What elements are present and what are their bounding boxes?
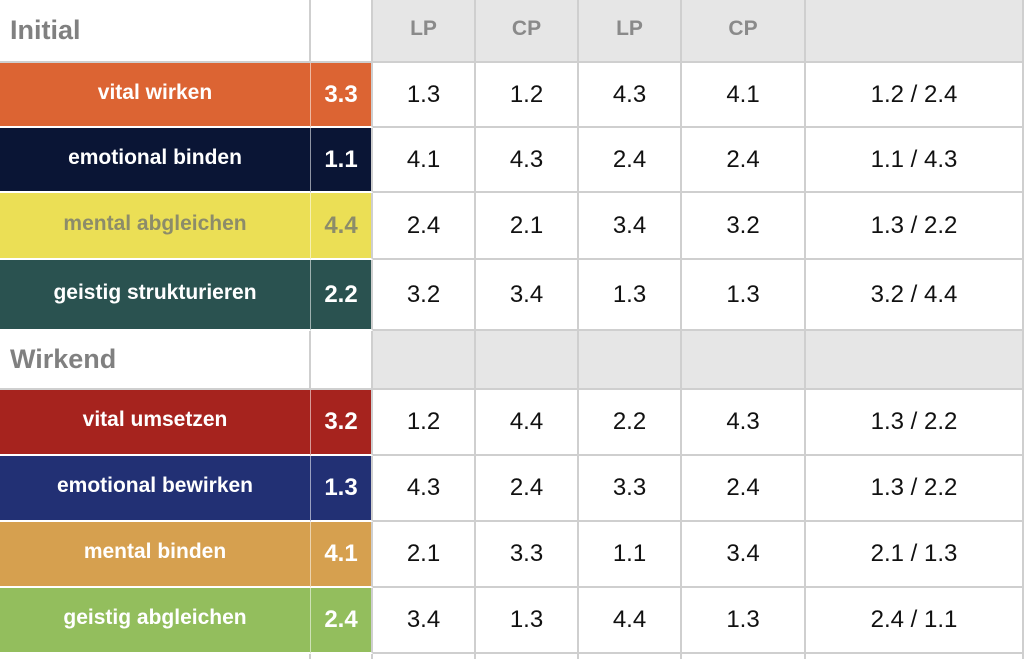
pair-cell: 1.2 / 2.4 xyxy=(806,63,1024,128)
row-label: mental binden xyxy=(0,522,311,588)
next-row-stub xyxy=(311,654,373,659)
value-cell: 2.4 xyxy=(373,193,476,260)
column-header-lp-2: LP xyxy=(579,0,682,63)
value-cell: 4.3 xyxy=(373,456,476,522)
value-cell: 4.1 xyxy=(373,128,476,193)
row-label: vital wirken xyxy=(0,63,311,128)
row-label: mental abgleichen xyxy=(0,193,311,260)
value-cell: 1.3 xyxy=(579,260,682,331)
value-cell: 1.2 xyxy=(373,390,476,456)
value-cell: 4.3 xyxy=(682,390,806,456)
section-header-cell xyxy=(579,331,682,390)
section-header-spacer xyxy=(311,0,373,63)
value-cell: 4.1 xyxy=(682,63,806,128)
pair-cell: 1.3 / 2.2 xyxy=(806,193,1024,260)
row-score: 1.3 xyxy=(311,456,373,522)
next-row-stub xyxy=(682,654,806,659)
value-cell: 4.3 xyxy=(579,63,682,128)
row-score: 1.1 xyxy=(311,128,373,193)
section-title-initial: Initial xyxy=(0,0,311,63)
value-cell: 2.4 xyxy=(476,456,579,522)
section-header-cell xyxy=(373,331,476,390)
value-cell: 2.1 xyxy=(476,193,579,260)
next-row-stub xyxy=(579,654,682,659)
row-score: 2.2 xyxy=(311,260,373,331)
column-header-cp-2: CP xyxy=(682,0,806,63)
value-cell: 4.4 xyxy=(579,588,682,654)
row-score: 2.4 xyxy=(311,588,373,654)
section-header-cell xyxy=(806,331,1024,390)
column-header-lp-1: LP xyxy=(373,0,476,63)
section-title-wirkend: Wirkend xyxy=(0,331,311,390)
value-cell: 2.4 xyxy=(579,128,682,193)
pair-cell: 1.3 / 2.2 xyxy=(806,456,1024,522)
value-cell: 3.4 xyxy=(373,588,476,654)
section-header-cell xyxy=(682,331,806,390)
row-score: 4.4 xyxy=(311,193,373,260)
value-cell: 1.3 xyxy=(682,260,806,331)
value-cell: 4.3 xyxy=(476,128,579,193)
value-cell: 1.3 xyxy=(476,588,579,654)
section-header-cell xyxy=(476,331,579,390)
value-cell: 3.3 xyxy=(579,456,682,522)
row-label: emotional bewirken xyxy=(0,456,311,522)
column-header-cp-1: CP xyxy=(476,0,579,63)
value-cell: 1.3 xyxy=(373,63,476,128)
value-cell: 2.4 xyxy=(682,456,806,522)
value-cell: 3.3 xyxy=(476,522,579,588)
value-cell: 3.2 xyxy=(682,193,806,260)
next-row-stub xyxy=(373,654,476,659)
value-cell: 2.4 xyxy=(682,128,806,193)
pair-cell: 1.3 / 2.2 xyxy=(806,390,1024,456)
row-score: 4.1 xyxy=(311,522,373,588)
value-cell: 1.3 xyxy=(682,588,806,654)
pair-cell: 3.2 / 4.4 xyxy=(806,260,1024,331)
value-cell: 2.2 xyxy=(579,390,682,456)
pair-cell: 2.1 / 1.3 xyxy=(806,522,1024,588)
pair-cell: 1.1 / 4.3 xyxy=(806,128,1024,193)
value-cell: 4.4 xyxy=(476,390,579,456)
column-header-pair xyxy=(806,0,1024,63)
value-cell: 2.1 xyxy=(373,522,476,588)
row-label: geistig strukturieren xyxy=(0,260,311,331)
section-header-spacer xyxy=(311,331,373,390)
value-cell: 1.2 xyxy=(476,63,579,128)
row-label: geistig abgleichen xyxy=(0,588,311,654)
row-score: 3.3 xyxy=(311,63,373,128)
value-cell: 3.4 xyxy=(476,260,579,331)
row-label: vital umsetzen xyxy=(0,390,311,456)
value-cell: 3.2 xyxy=(373,260,476,331)
next-row-stub xyxy=(806,654,1024,659)
value-cell: 3.4 xyxy=(682,522,806,588)
pair-cell: 2.4 / 1.1 xyxy=(806,588,1024,654)
row-label: emotional binden xyxy=(0,128,311,193)
row-score: 3.2 xyxy=(311,390,373,456)
value-cell: 3.4 xyxy=(579,193,682,260)
next-row-stub xyxy=(476,654,579,659)
value-cell: 1.1 xyxy=(579,522,682,588)
next-row-stub xyxy=(0,654,311,659)
